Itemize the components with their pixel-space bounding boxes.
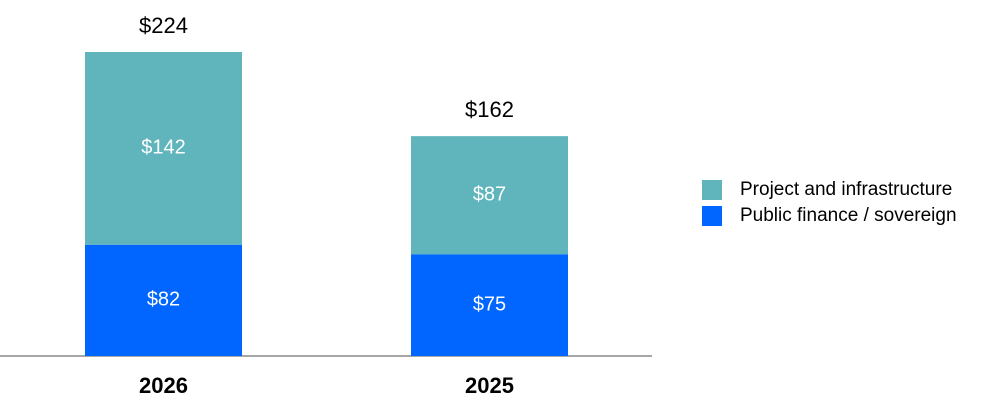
legend-swatch <box>702 180 722 200</box>
total-label: $162 <box>465 97 514 122</box>
legend-swatch <box>702 206 722 226</box>
bar-segment <box>411 254 568 356</box>
value-label: $142 <box>141 137 186 159</box>
legend-label: Public finance / sovereign <box>740 205 957 226</box>
total-label: $224 <box>139 13 188 38</box>
value-label: $87 <box>473 183 506 205</box>
value-label: $75 <box>473 293 506 315</box>
bar-segment <box>411 136 568 255</box>
x-tick-label: 2026 <box>139 373 188 398</box>
x-tick-label: 2025 <box>465 373 514 398</box>
legend-label: Project and infrastructure <box>740 179 952 200</box>
bar-segment <box>85 244 242 356</box>
bar-segment <box>85 52 242 245</box>
value-label: $82 <box>147 289 180 311</box>
